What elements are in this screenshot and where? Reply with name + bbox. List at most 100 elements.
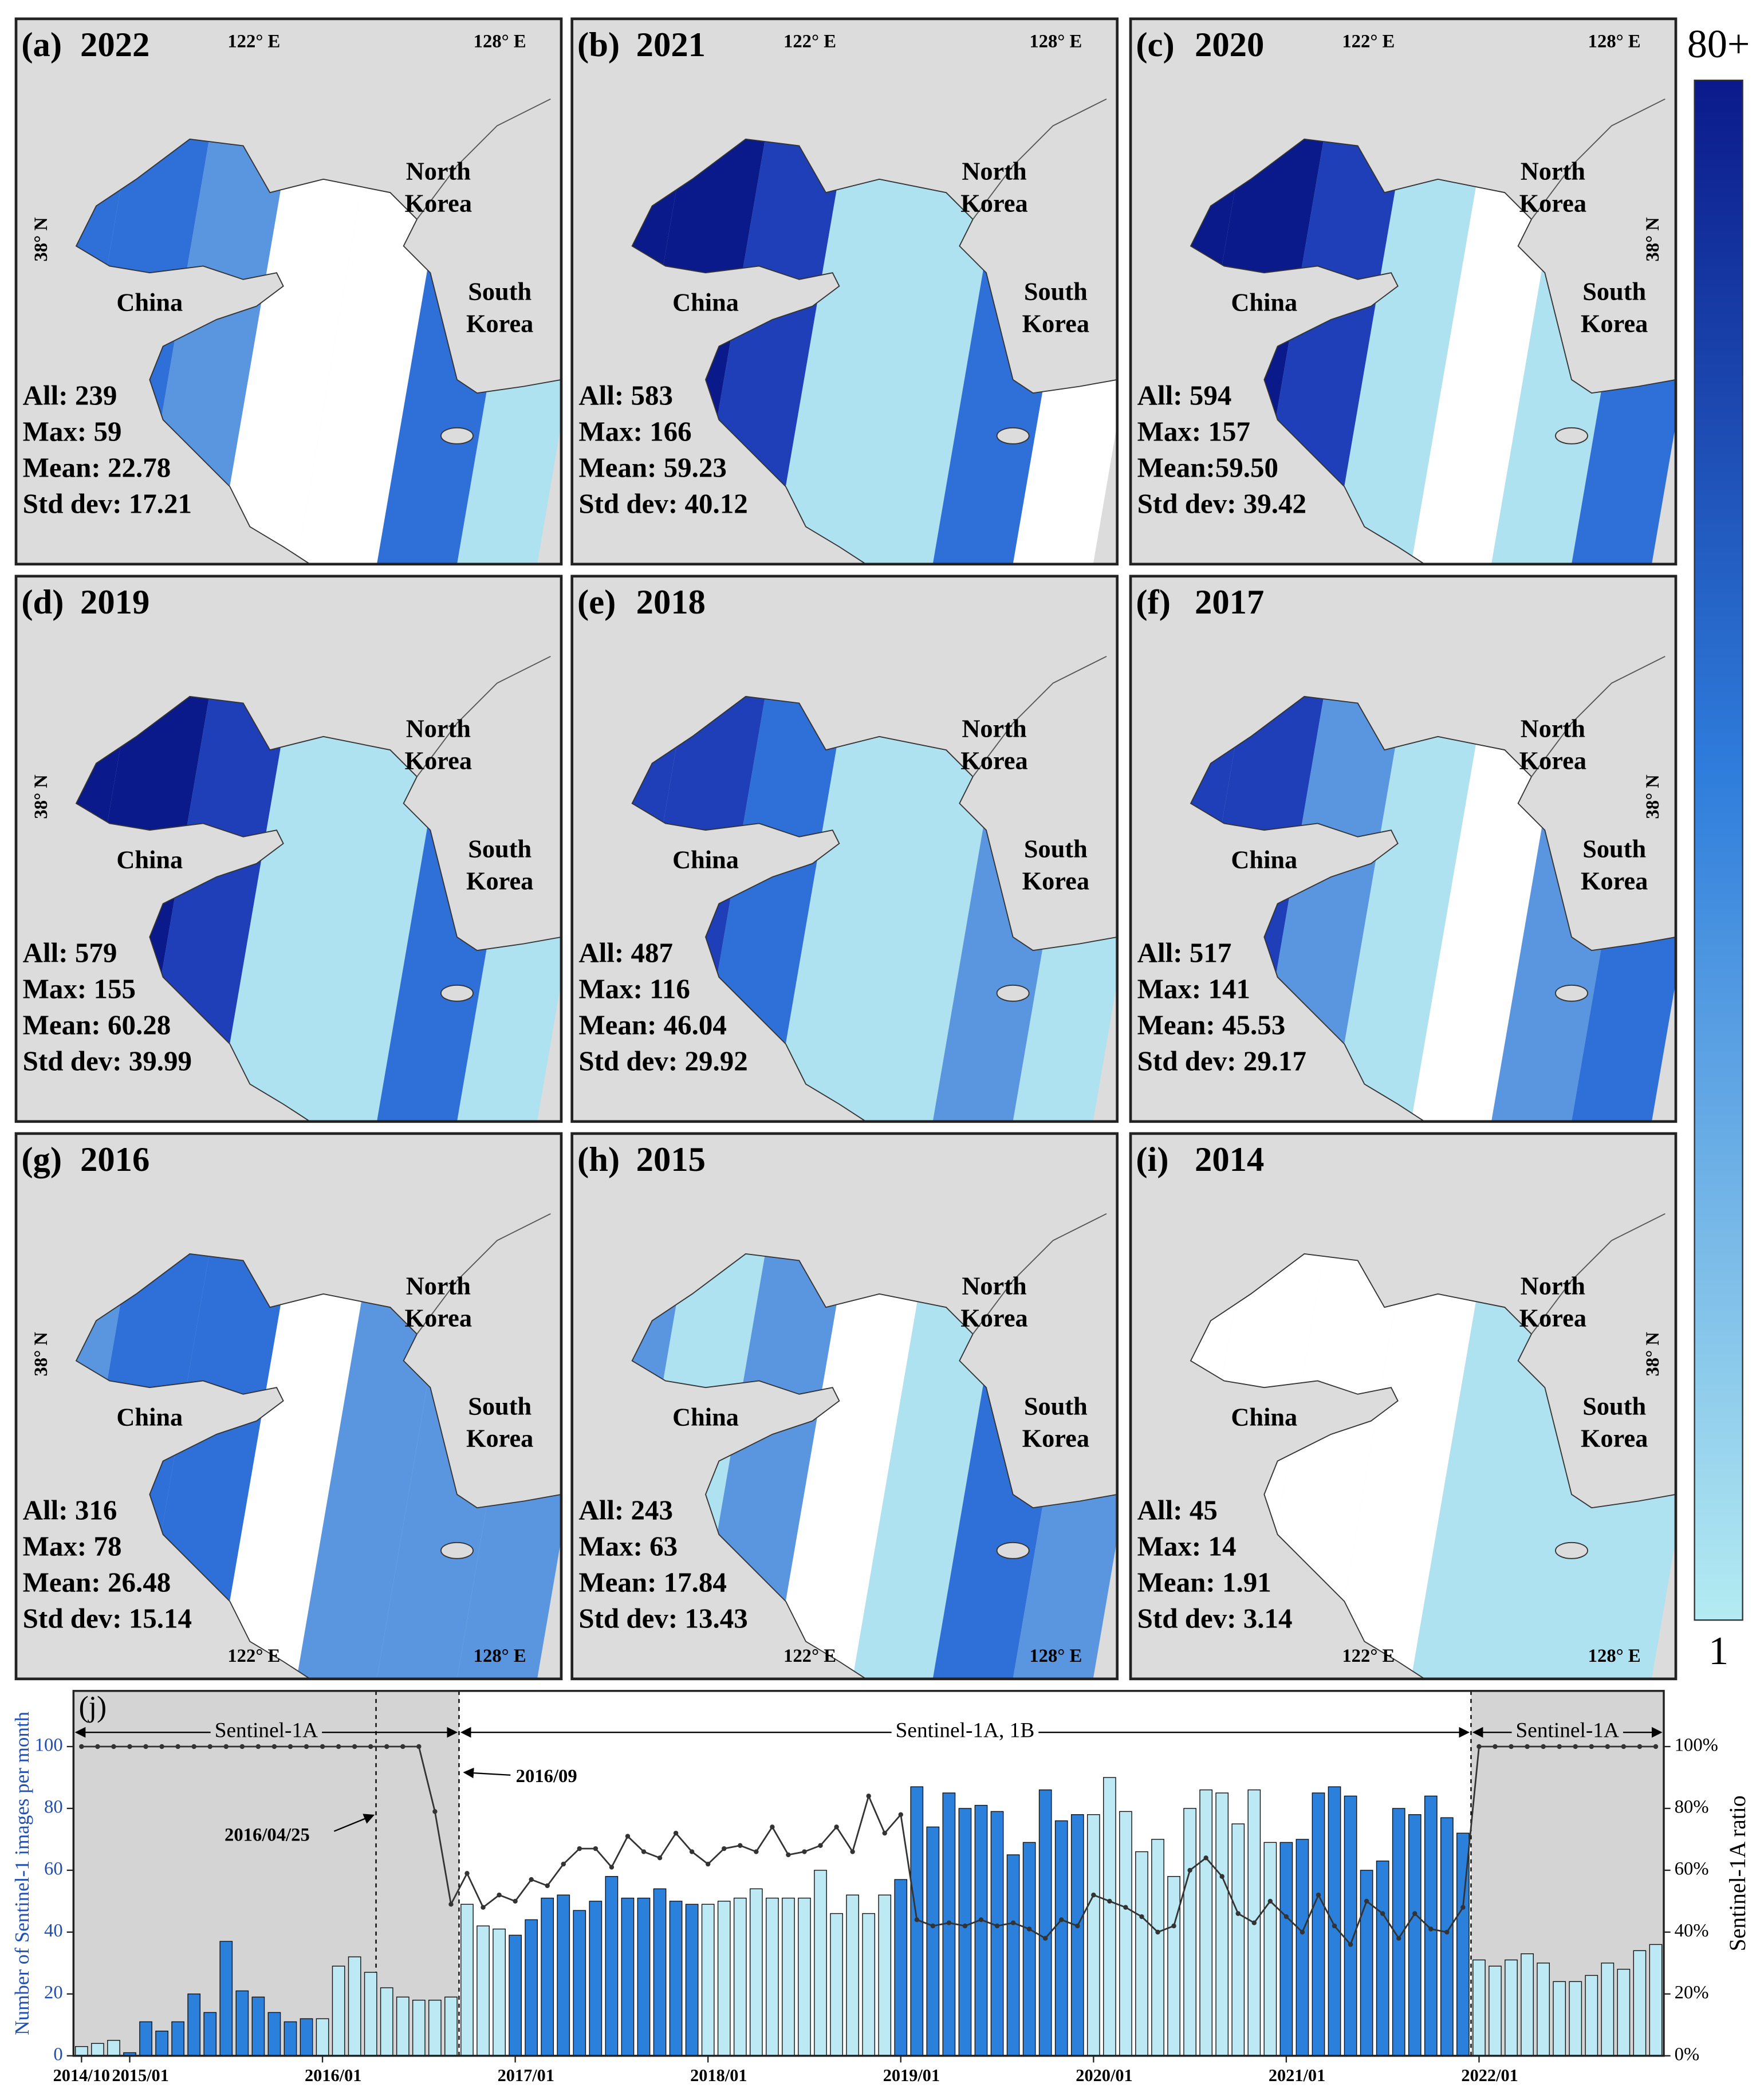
ratio-marker [754, 1849, 759, 1854]
ratio-marker [994, 1923, 1000, 1929]
stat: Mean: 17.84 [578, 1567, 727, 1598]
lat-label: 38° N [31, 1332, 52, 1377]
bar [203, 2012, 217, 2056]
panel-label: (b) [577, 26, 620, 64]
stat: Mean: 45.53 [1137, 1009, 1286, 1041]
bar [557, 1894, 570, 2056]
ratio-marker [882, 1830, 887, 1836]
ratio-marker [207, 1744, 212, 1749]
panel-label: (a) [21, 26, 62, 64]
bar [74, 2046, 88, 2056]
ratio-marker [481, 1905, 486, 1910]
y2-tick-label: 20% [1675, 1982, 1709, 2003]
panel-frame [14, 1132, 563, 1681]
ratio-marker [770, 1824, 775, 1830]
stat: Max: 14 [1137, 1531, 1237, 1562]
ratio-marker [689, 1849, 695, 1854]
ratio-marker [609, 1865, 615, 1870]
bar [1006, 1854, 1020, 2056]
map-panel: (i) 2014 122° E 128° E 38° N North Korea South K… [1129, 1132, 1678, 1681]
lat-label: 38° N [31, 217, 52, 262]
place-label: Korea [405, 746, 472, 775]
period-label: Sentinel-1A, 1B [896, 1719, 1035, 1743]
bar [1215, 1792, 1229, 2056]
panel-year: 2021 [636, 26, 706, 64]
ratio-marker [898, 1812, 903, 1817]
ratio-marker [1300, 1929, 1305, 1935]
bar [1521, 1953, 1534, 2056]
stat: Max: 166 [578, 416, 691, 447]
place-label: China [672, 288, 739, 316]
border [416, 98, 551, 220]
bar [1440, 1817, 1454, 2056]
stat: All: 239 [23, 380, 117, 411]
ratio-marker [1364, 1898, 1369, 1904]
panel-frame [570, 575, 1119, 1123]
bar [428, 1999, 442, 2056]
stat: All: 243 [578, 1495, 673, 1526]
event-arrow [463, 1767, 511, 1779]
place-label: Korea [466, 1424, 533, 1453]
stat: Max: 116 [578, 973, 690, 1005]
stat: Mean: 26.48 [23, 1567, 171, 1598]
bar [798, 1897, 811, 2056]
jeju [440, 984, 474, 1002]
lon-label: 122° E [783, 31, 836, 52]
bar [1279, 1842, 1293, 2056]
ratio-marker [561, 1861, 566, 1867]
bar [251, 1996, 265, 2056]
label-bg [210, 1719, 322, 1743]
place-label: North [962, 157, 1026, 186]
y2-axis-label: Sentinel-1A ratio [1725, 1795, 1750, 1951]
ratio-marker [400, 1744, 405, 1749]
colorbar-max: 80+ [1687, 22, 1750, 66]
place-label: Korea [1022, 1424, 1089, 1453]
ratio-marker [1219, 1874, 1224, 1879]
bar [894, 1879, 908, 2056]
ratio-marker [288, 1744, 293, 1749]
ratio-marker [352, 1744, 357, 1749]
bar [990, 1811, 1004, 2056]
ratio-marker [223, 1744, 229, 1749]
map-panel: (c) 2020 122° E 128° E 38° N North Korea South K… [1129, 17, 1678, 566]
ratio-marker [962, 1923, 968, 1929]
ratio-marker [738, 1843, 743, 1848]
place-label: North [1521, 1272, 1585, 1300]
bar [171, 2021, 184, 2056]
bar [1489, 1965, 1502, 2056]
ratio-marker [1444, 1929, 1450, 1935]
bar [107, 2040, 120, 2056]
ratio-marker [1267, 1898, 1273, 1904]
ratio-marker [850, 1849, 855, 1854]
bar [605, 1876, 619, 2056]
ratio-marker [1541, 1744, 1546, 1749]
stat: All: 316 [23, 1495, 117, 1526]
bar [300, 2018, 313, 2056]
bar [1263, 1842, 1277, 2056]
map-panel: (f) 2017 38° N North Korea South Korea China All… [1129, 575, 1678, 1123]
bar [1569, 1981, 1582, 2056]
ratio-marker [705, 1861, 711, 1867]
bar [1360, 1870, 1373, 2056]
panel-year: 2018 [636, 583, 706, 622]
y-tick-label: 100 [35, 1735, 63, 1756]
place-label: China [1231, 845, 1297, 874]
place-label: China [116, 288, 183, 316]
bar [284, 2021, 297, 2056]
bar [1585, 1975, 1598, 2056]
bar [766, 1897, 779, 2056]
stat: All: 583 [578, 380, 673, 411]
bar [1472, 1959, 1486, 2056]
stat: Mean: 60.28 [23, 1009, 171, 1041]
ratio-marker [1557, 1744, 1562, 1749]
ratio-marker [143, 1744, 148, 1749]
ratio-marker [368, 1744, 373, 1749]
bar [701, 1904, 715, 2056]
place-label: South [468, 1392, 531, 1421]
x-tick-label: 2016/01 [305, 2066, 361, 2085]
jeju [1555, 984, 1588, 1002]
place-label: North [406, 157, 471, 186]
lon-label: 128° E [1029, 31, 1082, 52]
lon-label: 122° E [227, 31, 280, 52]
ratio-marker [304, 1744, 309, 1749]
